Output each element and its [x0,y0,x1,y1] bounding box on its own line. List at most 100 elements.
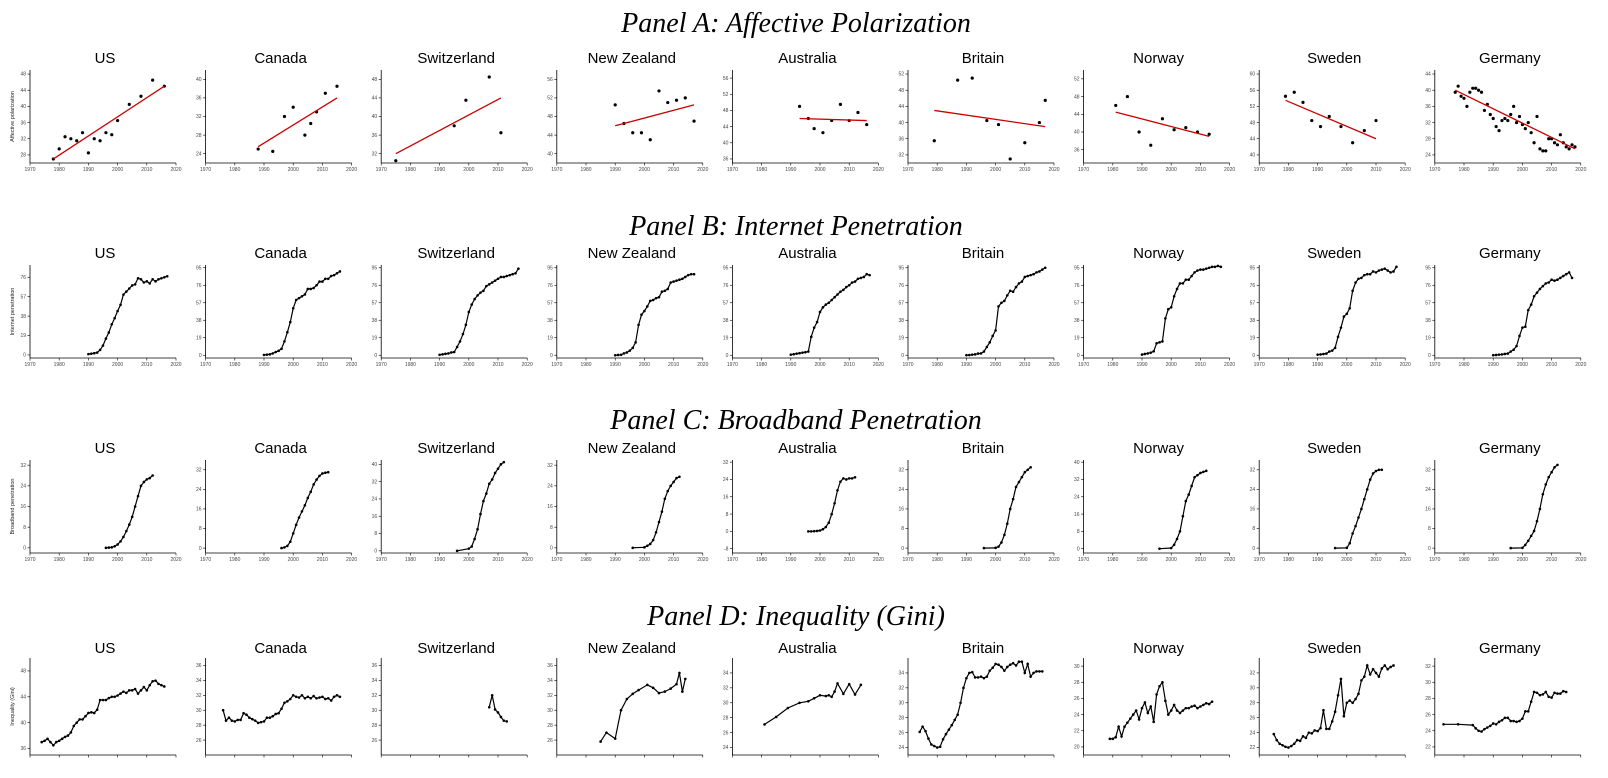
x-tick-label: 1970 [376,167,387,173]
data-point [666,489,670,493]
data-point [657,89,661,93]
data-point [1184,125,1188,130]
data-point [836,488,839,492]
data-point [1395,265,1398,269]
data-point [1184,706,1188,710]
data-point [683,96,687,100]
data-point [1555,143,1560,147]
y-tick-label: 48 [372,77,378,83]
data-point [1538,507,1542,511]
data-point [282,114,287,119]
data-point [280,347,283,351]
data-point [648,542,652,546]
y-tick-label: 28 [372,723,378,729]
data-point [505,720,509,723]
data-point [309,490,313,494]
data-point [1172,543,1176,547]
data-point [1354,697,1357,701]
data-point [1535,519,1539,523]
data-point [1008,157,1012,161]
x-tick-label: 1980 [1107,362,1118,368]
x-tick-label: 2010 [1546,557,1557,563]
y-tick-label: 36 [20,746,26,752]
y-tick-label: 34 [372,678,378,684]
data-point [1193,704,1196,707]
data-point [110,695,114,699]
data-point [689,272,693,276]
data-point [1011,497,1015,501]
data-point [113,316,116,320]
data-point [309,287,313,291]
data-point [634,341,637,344]
x-tick-label: 2000 [1166,167,1177,173]
data-point [1392,270,1395,273]
data-point [1524,325,1527,328]
data-point [827,694,831,697]
x-tick-label: 2000 [1517,167,1528,173]
y-tick-label: 24 [547,484,553,490]
data-point [991,334,994,338]
data-point [865,122,869,127]
data-point [830,512,833,516]
data-point [1570,276,1574,280]
y-tick-label: 48 [723,108,729,114]
data-point [142,281,146,284]
data-point [672,480,675,484]
series-line [439,268,519,356]
data-point [1547,137,1551,141]
data-point [271,149,275,153]
data-point [508,273,511,277]
data-point [988,341,992,344]
data-point [1149,143,1153,147]
series-line [615,273,694,356]
data-point [678,671,681,675]
data-point [1290,744,1293,748]
data-point [1000,665,1003,669]
series-line [1141,265,1221,356]
data-point [1524,543,1527,547]
data-point [850,281,854,284]
data-point [1559,692,1562,695]
data-point [1108,737,1112,741]
data-point [259,720,263,724]
data-point [859,276,863,280]
data-point [631,546,635,550]
data-point [75,139,79,143]
data-point [1319,353,1322,356]
data-point [75,721,79,724]
data-point [622,352,626,355]
y-tick-label: 26 [1250,715,1256,721]
series-line [1493,271,1573,356]
data-point [944,732,948,736]
data-point [324,471,327,475]
y-tick-label: 38 [196,318,202,324]
data-point [1292,742,1296,746]
data-point [116,118,120,123]
data-point [1207,266,1211,270]
data-point [1011,290,1015,294]
data-point [1023,275,1027,279]
y-tick-label: -8 [724,546,729,552]
data-point [464,323,468,327]
y-tick-label: 0 [1077,546,1080,552]
data-point [1164,699,1167,703]
data-point [1193,271,1196,274]
data-point [130,515,134,519]
data-point [982,676,986,680]
x-tick-label: 2020 [522,362,533,368]
data-point [1169,306,1173,309]
y-tick-label: 0 [374,353,377,359]
data-point [1541,693,1545,696]
data-point [274,350,277,354]
data-point [505,274,509,278]
data-point [283,546,286,549]
data-point [1327,114,1331,119]
data-point [1020,660,1024,664]
data-point [142,685,146,689]
data-point [461,332,465,336]
data-point [1535,291,1539,294]
data-point [268,716,272,719]
data-point [1325,352,1328,355]
y-tick-label: 8 [23,525,26,531]
y-tick-label: 0 [550,546,553,552]
